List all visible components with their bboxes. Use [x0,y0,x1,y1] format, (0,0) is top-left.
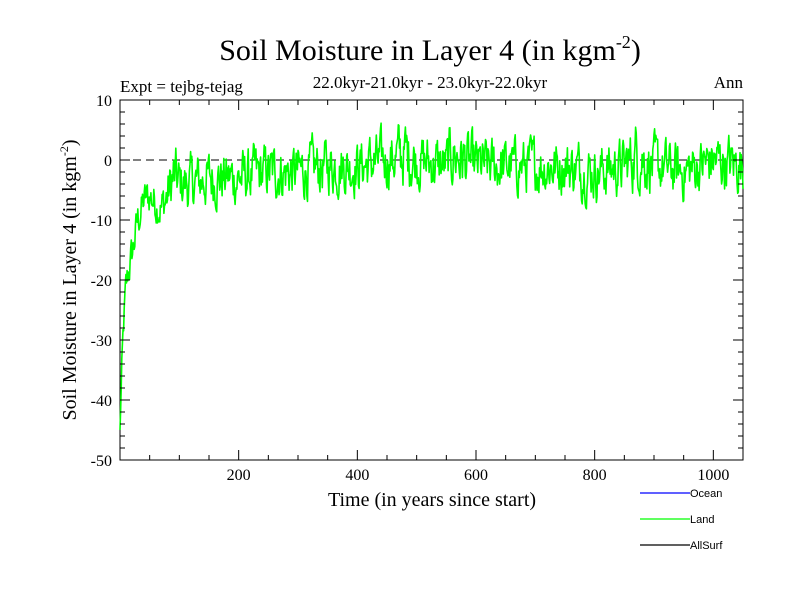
x-tick-label: 400 [345,467,369,484]
y-tick-label: 10 [96,93,112,110]
chart-title-close: ) [631,34,641,67]
y-tick-label: -20 [91,273,112,290]
series-line-land [119,122,744,431]
y-tick-label: -30 [91,333,112,350]
x-tick-label: 200 [227,467,251,484]
y-tick-label: -10 [91,213,112,230]
chart-title: Soil Moisture in Layer 4 (in kgm-2) [219,32,641,67]
x-tick-label: 800 [583,467,607,484]
period-label: Ann [714,73,744,92]
y-axis-label-close: ) [59,139,81,146]
chart-title-text: Soil Moisture in Layer 4 (in kgm [219,34,616,67]
legend-label-land: Land [690,514,714,526]
y-tick-label: 0 [104,153,112,170]
y-tick-label: -50 [91,453,112,470]
chart-title-sup: -2 [616,32,631,52]
x-tick-label: 600 [464,467,488,484]
y-tick-label: -40 [91,393,112,410]
chart-subtitle: 22.0kyr-21.0kyr - 23.0kyr-22.0kyr [313,73,548,92]
plot-area [119,99,744,461]
y-axis-label: Soil Moisture in Layer 4 (in kgm-2) [57,139,81,420]
y-axis-label-text: Soil Moisture in Layer 4 (in kgm [59,156,81,421]
legend-label-ocean: Ocean [690,488,722,500]
legend-label-allsurf: AllSurf [690,540,723,552]
expt-label: Expt = tejbg-tejag [120,77,243,96]
legend: Ocean Land AllSurf [640,488,723,552]
y-axis-label-sup: -2 [57,146,71,156]
x-axis-label: Time (in years since start) [328,489,536,511]
x-tick-label: 1000 [697,467,729,484]
